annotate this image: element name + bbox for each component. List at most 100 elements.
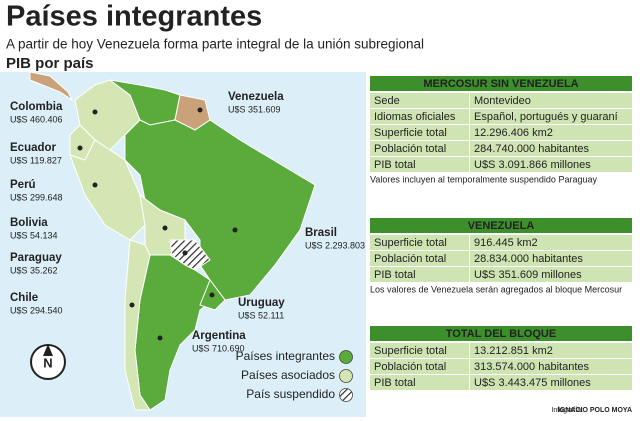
country-pib: U$S 710.690 [192, 343, 245, 353]
table-cell-bg [470, 375, 632, 390]
credit-name: IGNACIO POLO MOYA [558, 407, 632, 414]
row-value: 28.834.000 habitantes [474, 253, 583, 265]
table-title: VENEZUELA [468, 220, 535, 232]
central-america [29, 71, 74, 102]
row-label: Superficie total [374, 127, 447, 139]
row-label: Población total [374, 143, 446, 155]
country-pib: U$S 119.827 [10, 155, 62, 165]
table-cell-bg [370, 93, 469, 108]
compass-arrow [43, 344, 53, 356]
table-cell-bg [370, 235, 469, 250]
row-label: PIB total [374, 377, 416, 389]
row-value: Español, portugués y guaraní [474, 111, 618, 123]
country-name: Venezuela [228, 91, 284, 103]
legend-label: Países asociados [241, 368, 335, 382]
table-cell-bg [370, 343, 469, 358]
country-pib: U$S 299.648 [10, 192, 63, 202]
table-cell-bg [470, 359, 632, 374]
table-cell-bg [370, 109, 469, 124]
legend-label: País suspendido [246, 387, 335, 401]
country-dot [92, 109, 98, 115]
country-name: Paraguay [10, 252, 62, 264]
country-dot [197, 107, 203, 113]
credit-label: Infografía: [551, 407, 583, 414]
row-label: PIB total [374, 159, 416, 171]
table-header-bg [370, 76, 632, 91]
country-pib: U$S 54.134 [10, 230, 58, 240]
country-dot [182, 250, 188, 256]
table-cell-bg [370, 251, 469, 266]
subtitle: A partir de hoy Venezuela forma parte in… [6, 37, 424, 52]
country-dot [92, 182, 98, 188]
table-header-bg [370, 326, 632, 341]
table-cell-bg [470, 235, 632, 250]
country-name: Brasil [305, 227, 337, 239]
row-value: 284.740.000 habitantes [474, 143, 589, 155]
country-dot [129, 302, 135, 308]
row-label: Superficie total [374, 345, 447, 357]
row-label: PIB total [374, 269, 416, 281]
country-pib: U$S 35.262 [10, 265, 58, 275]
table-cell-bg [370, 125, 469, 140]
chile [124, 239, 151, 411]
country-dot [209, 292, 215, 298]
country-name: Chile [10, 292, 38, 304]
row-value: U$S 3.091.866 millones [474, 159, 591, 171]
row-value: 13.212.851 km2 [474, 345, 553, 357]
country-pib: U$S 52.111 [238, 310, 284, 320]
row-value: 313.574.000 habitantes [474, 361, 589, 373]
row-label: Idiomas oficiales [374, 111, 456, 123]
row-value: 916.445 km2 [474, 237, 538, 249]
table-header-bg [370, 218, 632, 233]
legend-swatch [339, 369, 353, 383]
country-name: Argentina [192, 330, 246, 342]
table-cell-bg [370, 267, 469, 282]
row-value: U$S 351.609 millones [474, 269, 582, 281]
row-value: Montevideo [474, 95, 531, 107]
map-title: PIB por país [6, 55, 94, 72]
compass-label: N [43, 355, 52, 370]
table-cell-bg [470, 125, 632, 140]
table-cell-bg [370, 141, 469, 156]
row-label: Sede [374, 95, 400, 107]
legend-label: Países integrantes [236, 349, 335, 363]
country-dot [162, 225, 168, 231]
table-cell-bg [370, 375, 469, 390]
table-title: TOTAL DEL BLOQUE [446, 328, 556, 340]
country-dot [232, 227, 238, 233]
map: N [29, 71, 316, 411]
table-cell-bg [470, 141, 632, 156]
legend-swatch [339, 350, 353, 364]
country-name: Perú [10, 179, 36, 191]
table-cell-bg [470, 267, 632, 282]
country-pib: U$S 460.406 [10, 114, 63, 124]
country-dot [77, 145, 83, 151]
table-cell-bg [370, 157, 469, 172]
row-label: Población total [374, 253, 446, 265]
row-label: Superficie total [374, 237, 447, 249]
table-cell-bg [370, 359, 469, 374]
legend-swatch [339, 388, 353, 402]
row-label: Población total [374, 361, 446, 373]
country-pib: U$S 351.609 [228, 104, 281, 114]
table-cell-bg [470, 93, 632, 108]
paraguay [169, 239, 211, 271]
country-name: Uruguay [238, 297, 285, 309]
country-name: Bolivia [10, 217, 48, 229]
country-name: Colombia [10, 101, 63, 113]
table-cell-bg [470, 343, 632, 358]
table-cell-bg [470, 109, 632, 124]
row-value: 12.296.406 km2 [474, 127, 553, 139]
table-note: Los valores de Venezuela serán agregados… [370, 284, 622, 294]
country-pib: U$S 294.540 [10, 305, 63, 315]
table-title: MERCOSUR SIN VENEZUELA [423, 78, 578, 90]
title: Países integrantes [6, 1, 262, 33]
table-cell-bg [470, 157, 632, 172]
country-pib: U$S 2.293.803 [305, 240, 365, 250]
country-dot [157, 335, 163, 341]
country-name: Ecuador [10, 142, 57, 154]
table-note: Valores incluyen al temporalmente suspen… [370, 174, 597, 184]
table-cell-bg [470, 251, 632, 266]
row-value: U$S 3.443.475 millones [474, 377, 591, 389]
